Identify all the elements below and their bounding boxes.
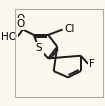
Text: F: F [89,59,95,69]
Text: Cl: Cl [64,24,74,34]
Text: HO: HO [1,32,17,42]
Text: O: O [8,31,17,41]
Text: O: O [16,14,24,24]
Text: S: S [36,43,43,54]
Text: O: O [16,19,24,29]
